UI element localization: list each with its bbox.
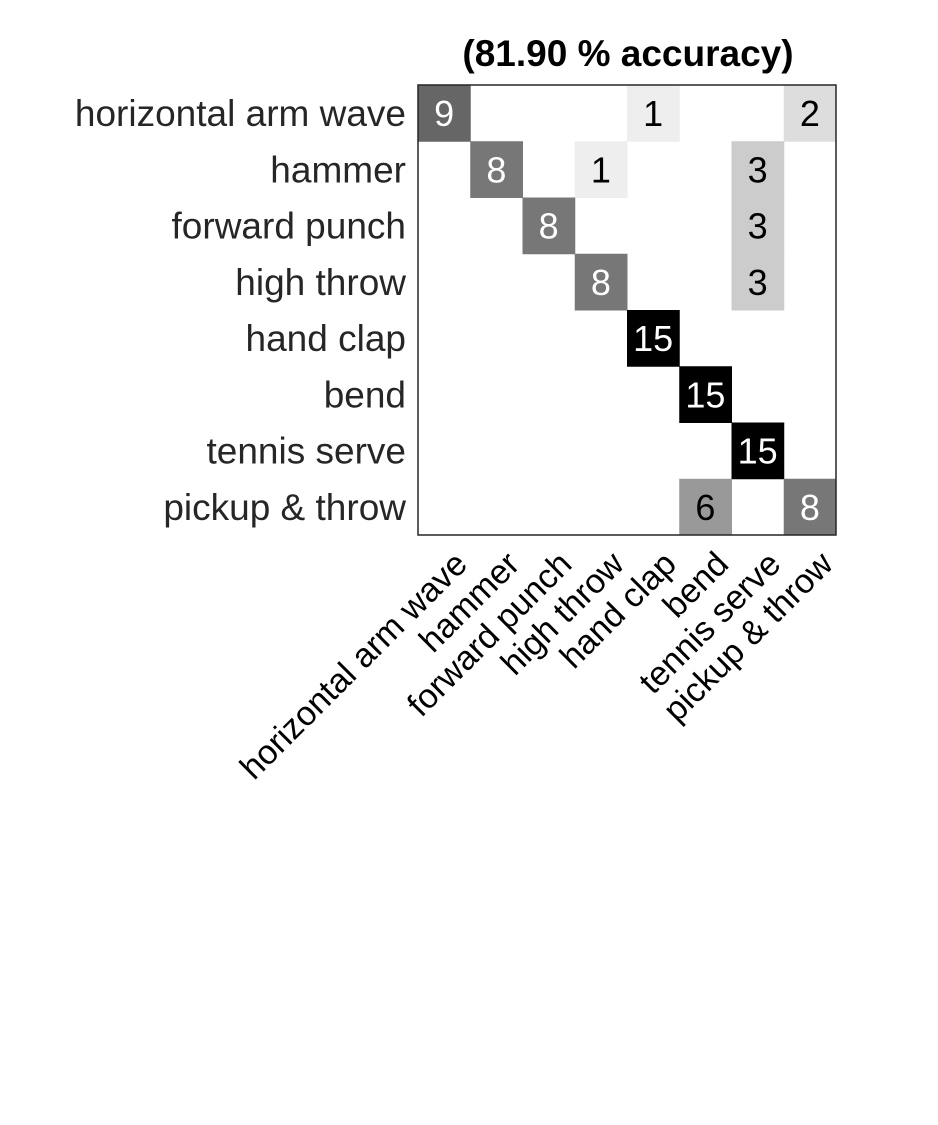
row-label-4: hand clap <box>246 318 406 359</box>
row-label-7: pickup & throw <box>163 487 406 528</box>
matrix-cell-r0-c0 <box>418 85 471 142</box>
matrix-cell-r3-c3 <box>574 253 628 311</box>
cell-value-r4-c4: 15 <box>633 318 673 359</box>
row-label-5: bend <box>324 374 406 415</box>
cell-value-r2-c6: 3 <box>748 206 768 247</box>
row-label-0: horizontal arm wave <box>75 93 406 134</box>
cell-value-r1-c1: 8 <box>486 149 506 190</box>
cell-value-r0-c0: 9 <box>434 93 454 134</box>
cell-value-r3-c3: 8 <box>591 262 611 303</box>
cell-value-r1-c3: 1 <box>591 149 611 190</box>
cell-value-r5-c5: 15 <box>685 374 725 415</box>
matrix-cell-r5-c5 <box>679 366 732 423</box>
chart-title: (81.90 % accuracy) <box>462 33 793 74</box>
cell-value-r7-c5: 6 <box>695 487 715 528</box>
cell-value-r6-c6: 15 <box>738 431 778 472</box>
matrix-cell-r2-c2 <box>522 197 576 255</box>
cell-value-r2-c2: 8 <box>539 206 559 247</box>
row-label-3: high throw <box>235 262 406 303</box>
matrix-cell-r1-c3 <box>574 141 628 198</box>
plot-frame <box>417 84 837 536</box>
cell-value-r0-c4: 1 <box>643 93 663 134</box>
row-label-6: tennis serve <box>207 431 407 472</box>
cell-value-r1-c6: 3 <box>748 149 768 190</box>
matrix-cell-r7-c5 <box>679 478 732 536</box>
cell-value-r7-c7: 8 <box>800 487 820 528</box>
matrix-cell-r7-c7 <box>783 478 837 536</box>
matrix-cell-r2-c6 <box>731 197 785 255</box>
matrix-cell-r4-c4 <box>627 310 680 367</box>
matrix-cell-r0-c4 <box>627 85 680 142</box>
matrix-cell-r1-c1 <box>470 141 523 198</box>
matrix-cell-r1-c6 <box>731 141 785 198</box>
cell-value-r3-c6: 3 <box>748 262 768 303</box>
matrix-cell-r0-c7 <box>783 85 837 142</box>
row-labels: horizontal arm wave hammer forward punch hi… <box>75 93 406 528</box>
matrix-cell-r3-c6 <box>731 253 785 311</box>
cell-value-r0-c7: 2 <box>800 93 820 134</box>
matrix-cell-r6-c6 <box>731 422 785 480</box>
row-label-2: forward punch <box>172 206 406 247</box>
row-label-1: hammer <box>270 149 406 190</box>
